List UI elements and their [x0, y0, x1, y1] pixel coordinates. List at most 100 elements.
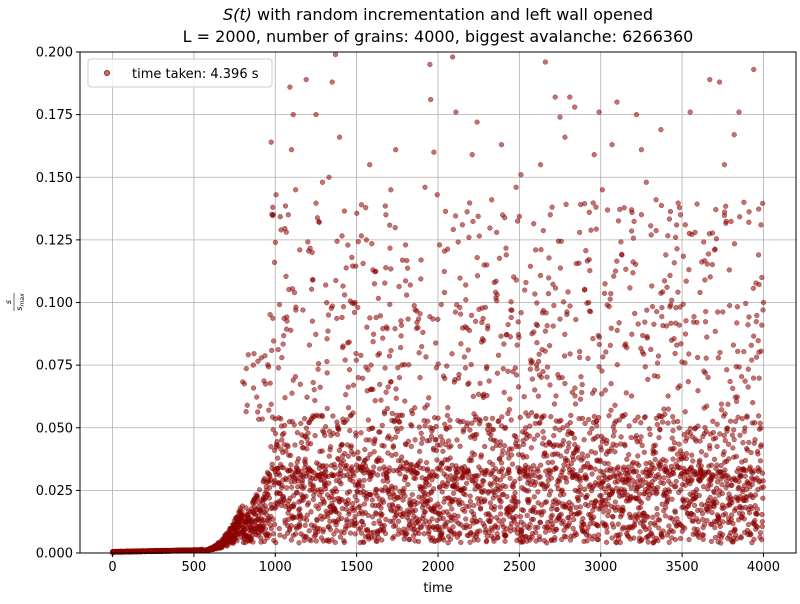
data-point [326, 174, 332, 180]
data-point [729, 512, 735, 518]
data-point [363, 237, 370, 243]
data-point [442, 208, 449, 215]
data-point [754, 312, 760, 319]
data-point [292, 531, 299, 537]
data-point [599, 391, 605, 397]
data-point [369, 497, 375, 503]
data-point [608, 290, 614, 297]
data-point [402, 278, 409, 284]
data-point [503, 532, 509, 539]
data-point [595, 532, 602, 538]
data-point [398, 333, 404, 339]
data-point [416, 424, 422, 430]
data-point [561, 491, 567, 497]
data-point [347, 530, 354, 536]
data-point [282, 203, 289, 209]
data-point [752, 420, 758, 426]
data-point [416, 530, 422, 537]
data-point [404, 530, 410, 537]
data-point [291, 501, 297, 507]
data-point [382, 365, 388, 371]
data-point [405, 438, 412, 445]
data-point [302, 522, 308, 529]
data-point [259, 510, 265, 516]
data-point [687, 425, 694, 432]
data-point [404, 257, 410, 264]
data-point [558, 453, 564, 459]
data-point [356, 478, 363, 484]
data-point [268, 401, 274, 407]
data-point [502, 424, 509, 431]
data-point [407, 282, 413, 288]
data-point [267, 485, 273, 491]
data-point [760, 307, 766, 313]
data-point [336, 426, 342, 432]
data-point [743, 300, 749, 307]
data-point [583, 474, 590, 481]
data-point [677, 383, 683, 389]
data-point [540, 368, 546, 375]
data-point [352, 513, 358, 520]
data-point [636, 462, 642, 469]
data-point [452, 309, 459, 315]
data-point [305, 430, 311, 436]
data-point [504, 494, 510, 500]
data-point [367, 315, 373, 321]
data-point [536, 351, 542, 357]
data-point [467, 493, 473, 499]
data-point [502, 215, 508, 221]
data-point [746, 209, 752, 215]
data-point [516, 334, 522, 341]
data-point [691, 313, 697, 320]
data-point [728, 218, 734, 225]
data-point [255, 409, 261, 415]
data-point [340, 283, 346, 289]
data-point [538, 462, 544, 468]
data-point [607, 342, 613, 349]
data-point [477, 505, 484, 511]
data-point [367, 162, 373, 168]
data-point [566, 520, 573, 526]
data-point [668, 302, 674, 308]
data-point [531, 494, 537, 500]
data-point [732, 527, 738, 533]
data-point [665, 406, 671, 412]
data-point [550, 323, 556, 329]
data-point [707, 274, 713, 280]
data-point [289, 390, 295, 396]
data-point [623, 266, 629, 272]
data-point [313, 200, 319, 206]
data-point [449, 54, 456, 60]
data-point [750, 399, 756, 406]
data-point [374, 472, 381, 478]
data-point [357, 503, 363, 509]
data-point [562, 331, 568, 338]
data-point [534, 366, 540, 372]
data-point [398, 318, 404, 324]
data-point [738, 474, 744, 480]
data-point [265, 364, 272, 370]
data-point [576, 354, 583, 361]
data-point [245, 352, 251, 358]
data-point [409, 423, 415, 429]
data-point [365, 512, 371, 519]
data-point [397, 506, 403, 512]
data-point [310, 277, 316, 283]
data-point [304, 512, 310, 518]
data-point [553, 393, 559, 399]
data-point [682, 525, 688, 531]
data-point [434, 473, 440, 480]
x-tick-label: 500 [181, 560, 206, 575]
data-point [551, 401, 558, 407]
data-point [259, 416, 265, 422]
data-point [560, 518, 566, 525]
data-point [543, 499, 550, 505]
data-point [462, 508, 468, 515]
data-point [315, 361, 322, 367]
data-point [647, 520, 654, 527]
data-point [755, 252, 762, 258]
data-point [336, 511, 342, 517]
data-point [571, 435, 578, 441]
data-point [295, 456, 302, 462]
